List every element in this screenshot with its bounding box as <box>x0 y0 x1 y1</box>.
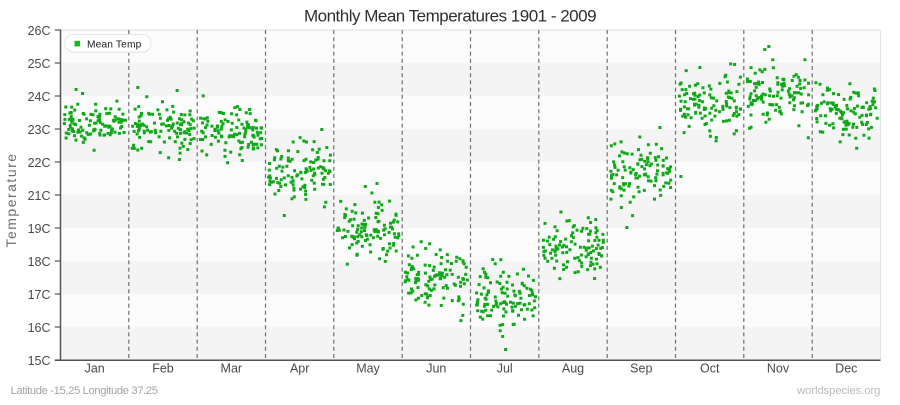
svg-text:21C: 21C <box>28 189 51 203</box>
svg-text:19C: 19C <box>28 222 51 236</box>
svg-text:18C: 18C <box>28 255 51 269</box>
svg-text:26C: 26C <box>28 24 51 38</box>
svg-text:Mar: Mar <box>221 362 243 376</box>
svg-text:Jul: Jul <box>497 362 513 376</box>
svg-text:Aug: Aug <box>562 362 584 376</box>
svg-text:Jan: Jan <box>85 362 105 376</box>
svg-text:15C: 15C <box>28 354 51 368</box>
svg-text:Sep: Sep <box>630 362 652 376</box>
svg-text:Dec: Dec <box>835 362 857 376</box>
svg-text:Jun: Jun <box>426 362 446 376</box>
svg-text:25C: 25C <box>28 57 51 71</box>
svg-text:worldspecies.org: worldspecies.org <box>796 385 880 397</box>
svg-text:Temperature: Temperature <box>3 152 19 247</box>
svg-text:Mean Temp: Mean Temp <box>87 40 142 51</box>
svg-text:Apr: Apr <box>290 362 309 376</box>
svg-text:Monthly Mean Temperatures 1901: Monthly Mean Temperatures 1901 - 2009 <box>304 6 596 25</box>
svg-text:23C: 23C <box>28 123 51 137</box>
svg-text:Nov: Nov <box>767 362 790 376</box>
svg-text:Oct: Oct <box>700 362 720 376</box>
svg-text:Latitude -15.25 Longitude 37.2: Latitude -15.25 Longitude 37.25 <box>11 385 158 397</box>
svg-text:Feb: Feb <box>152 362 174 376</box>
svg-text:16C: 16C <box>28 321 51 335</box>
svg-text:17C: 17C <box>28 288 51 302</box>
svg-text:22C: 22C <box>28 156 51 170</box>
svg-text:May: May <box>356 362 380 376</box>
svg-text:24C: 24C <box>28 90 51 104</box>
